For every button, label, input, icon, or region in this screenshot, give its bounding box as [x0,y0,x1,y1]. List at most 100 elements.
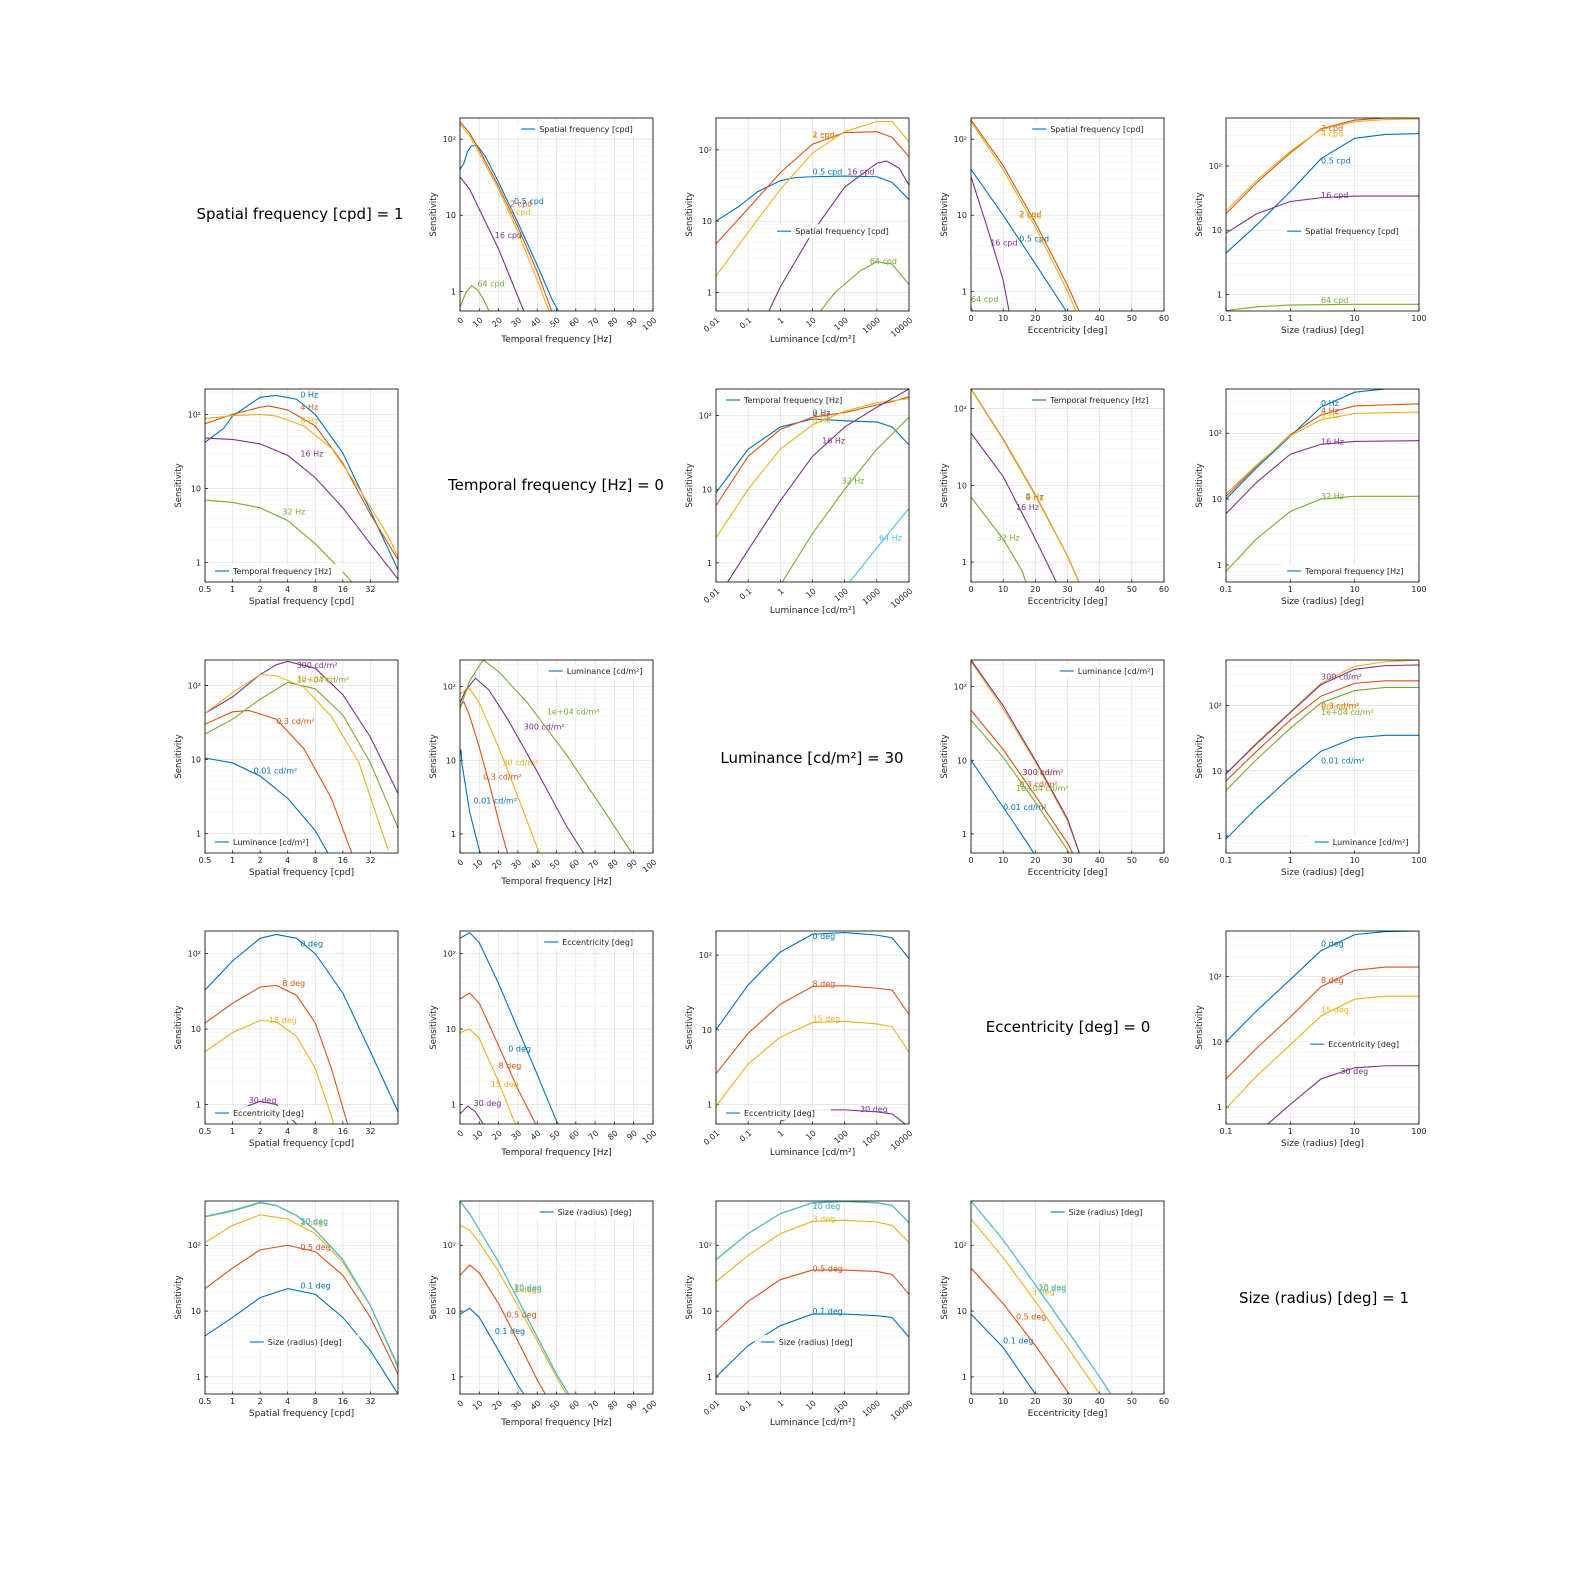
series-line-3-deg [716,1219,909,1283]
series-label: 3 deg [300,1218,323,1227]
x-tick-label: 10000 [889,587,914,610]
x-tick-label: 1 [776,587,786,597]
chart-r2-c1: 0 10 20 30 40 50 60 70 80 90 100 1 10 10² 0.01 cd/m² 0.… [429,659,658,887]
series-line-32-hz [205,499,353,582]
y-tick-label: 10 [446,1025,456,1034]
x-tick-label: 20 [1030,314,1040,323]
series-line-64-cpd [1226,303,1419,311]
x-tick-label: 2 [258,585,263,594]
series-line-15-deg [205,1019,335,1124]
y-tick-label: 1 [196,1373,201,1382]
x-tick-label: 10 [1350,1127,1360,1136]
series-line-8-hz [716,398,909,538]
series-line-30-cd-m- [460,687,541,853]
x-tick-label: 40 [529,316,543,329]
x-tick-label: 0.1 [738,316,754,331]
x-tick-label: 100 [641,1399,658,1416]
legend: Luminance [cd/m²] [542,664,649,678]
series-line-16-cpd [768,160,909,311]
series-label: 30 cd/m² [502,758,538,767]
series-label: 0.3 cd/m² [276,717,314,726]
plot-frame [1225,117,1420,312]
x-tick-label: 1 [230,1127,235,1136]
series-label: 20 deg [514,1283,542,1292]
y-tick-label: 10² [1209,429,1222,438]
y-tick-label: 10 [191,1307,201,1316]
series-line-20-deg [205,1201,398,1367]
y-axis-label: Sensitivity [1195,1005,1205,1049]
x-tick-label: 100 [1411,1127,1426,1136]
x-axis-label: Size (radius) [deg] [1281,326,1364,336]
y-tick-label: 10 [702,1307,712,1316]
series-line-0-5-cpd [1226,133,1419,254]
series-line-0-1-deg [971,1313,1036,1394]
series-line-3-deg [971,1218,1101,1394]
series-line-2-cpd [716,131,909,245]
series-label: 10 deg [813,1202,841,1211]
x-tick-label: 50 [548,1399,562,1412]
series-line-30-cd-m- [1226,660,1419,775]
x-tick-label: 100 [641,1129,658,1146]
x-axis-label: Spatial frequency [cpd] [249,868,354,878]
y-axis-label: Sensitivity [1195,192,1205,236]
x-tick-label: 60 [567,858,581,871]
x-tick-label: 20 [1030,585,1040,594]
series-line-0-deg [460,931,559,1124]
x-tick-label: 0.1 [1220,1127,1233,1136]
series-line-4-cpd [1226,118,1419,212]
y-tick-label: 10 [957,1307,967,1316]
series-label: 16 cpd [990,238,1017,247]
series-label: 32 Hz [1321,492,1344,501]
y-tick-label: 1 [451,830,456,839]
series-line-20-deg [460,1201,570,1394]
y-tick-label: 10 [702,217,712,226]
y-tick-label: 10 [1212,226,1222,235]
series-label: 300 cd/m² [297,661,338,670]
y-axis-label: Sensitivity [1195,734,1205,778]
series-line-64-cpd [460,285,490,311]
x-tick-label: 50 [548,316,562,329]
series-label: 0 deg [813,932,836,941]
x-tick-label: 0 [456,1399,466,1409]
series-line-0-5-deg [460,1264,546,1394]
y-axis-label: Sensitivity [174,1005,184,1049]
y-tick-label: 1 [451,1100,456,1109]
series-label: 30 deg [474,1099,502,1108]
series-line-8-deg [460,992,537,1124]
x-tick-label: 1000 [861,316,882,336]
series-label: 0.1 deg [495,1327,525,1336]
series-line-64-cpd [971,306,974,311]
x-axis-label: Spatial frequency [cpd] [249,1139,354,1149]
series-line-16-hz [1226,440,1419,515]
x-tick-label: 1 [230,856,235,865]
plot-frame [204,388,399,583]
chart-r3-c2: 0.01 0.1 1 10 100 1000 10000 1 10 10² 0 deg 8 deg 15… [685,930,914,1158]
series-label: 4 Hz [1321,406,1339,415]
chart-r1-c0: 0.5 1 2 4 8 16 32 1 10 10² 0 Hz 4 Hz 8 Hz 16 Hz 32 Hz T… [174,388,399,607]
x-tick-label: 30 [1062,314,1072,323]
legend-label: Spatial frequency [cpd] [1305,227,1399,236]
series-line-1e-04-cd-m- [205,681,398,829]
legend-label: Luminance [cd/m²] [1078,667,1154,676]
series-label: 30 deg [860,1105,888,1114]
x-tick-label: 100 [1411,314,1426,323]
series-line-4-hz [1226,403,1419,497]
series-line-4-cpd [716,120,909,277]
series-label: 15 deg [813,1014,841,1023]
x-tick-label: 4 [285,856,290,865]
y-tick-label: 10² [188,1241,201,1250]
series-label: 15 deg [269,1016,297,1025]
y-tick-label: 10 [1212,767,1222,776]
y-axis-label: Sensitivity [685,1005,695,1049]
series-line-0-01-cd-m- [460,749,482,853]
x-tick-label: 1 [776,316,786,326]
series-label: 4 cpd [1019,212,1041,221]
x-tick-label: 10 [1350,314,1360,323]
series-label: 300 cd/m² [1321,673,1362,682]
plot-frame [1225,388,1420,583]
x-tick-label: 1000 [861,1129,882,1149]
series-line-30-deg [1266,1065,1419,1124]
series-label: 3 deg [514,1286,537,1295]
x-tick-label: 100 [832,587,849,604]
legend-label: Size (radius) [deg] [268,1338,342,1347]
